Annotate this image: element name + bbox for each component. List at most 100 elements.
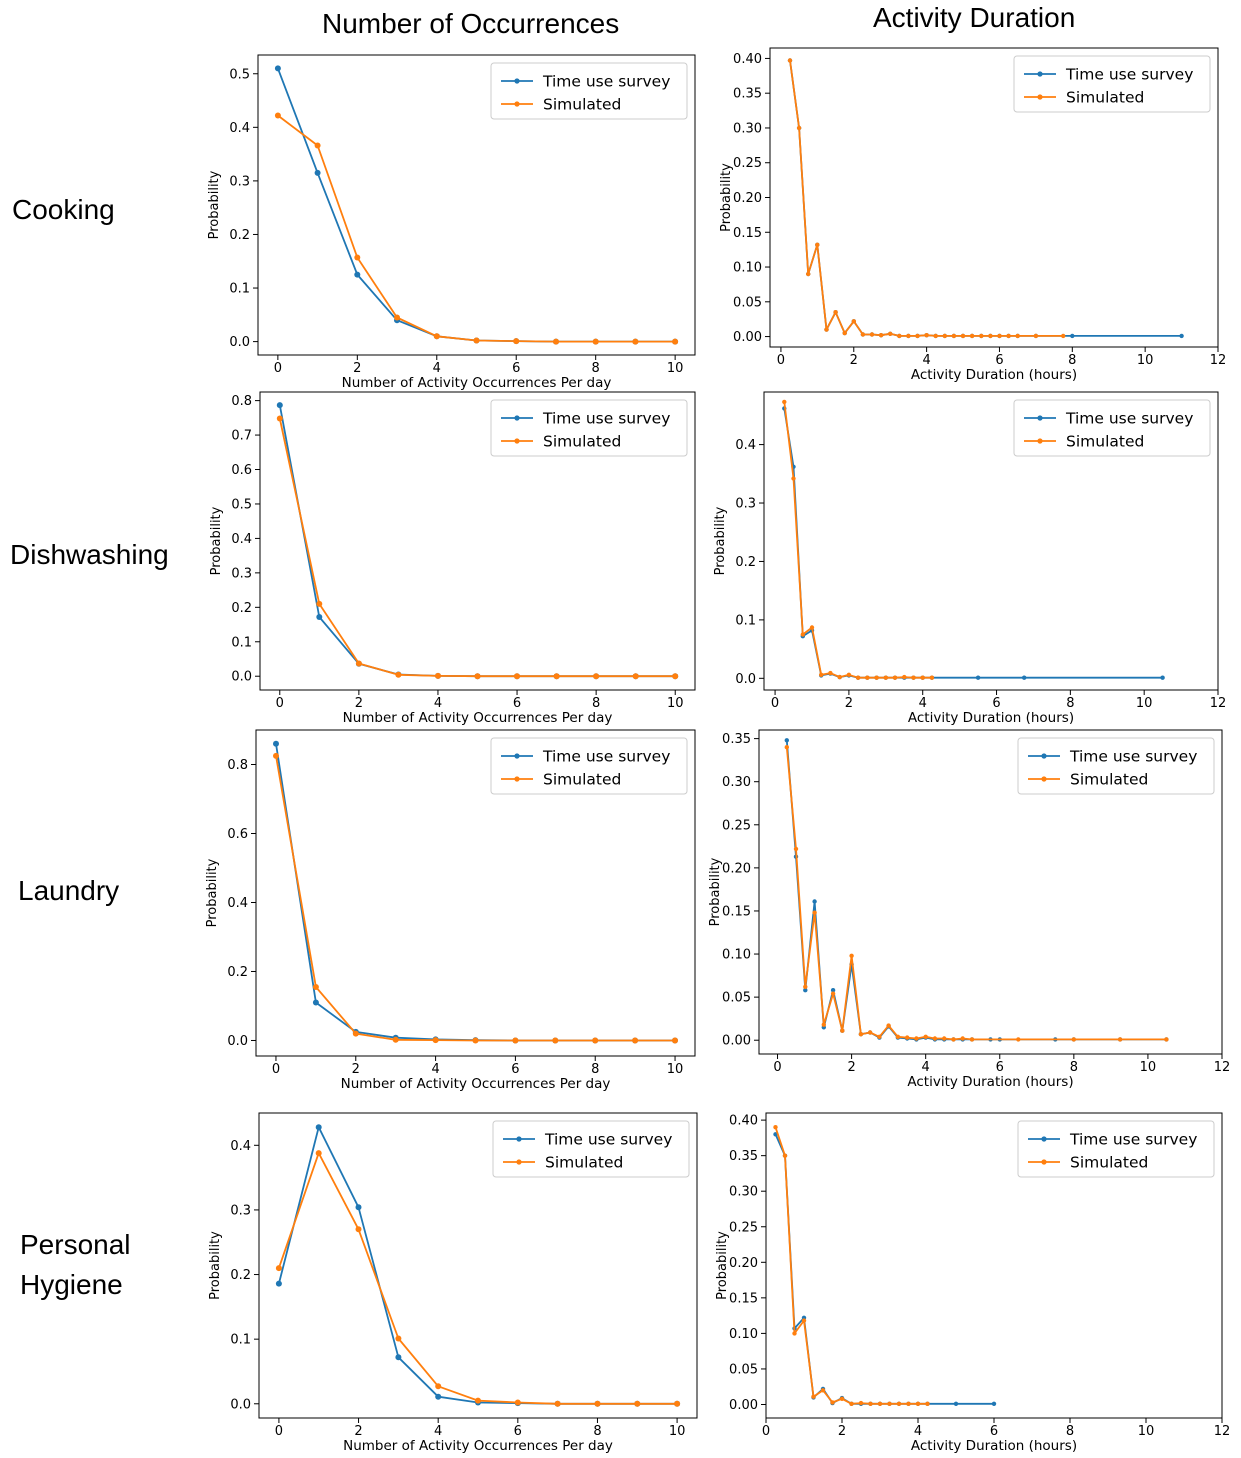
chart-panel-laundry-occurrences: 0 2 4 6 8 10 0.0 0.2 0.4 0.6 0.8 Number of Activity…: [205, 729, 696, 1092]
legend-label: Simulated: [545, 1154, 623, 1172]
x-tick-label: 4: [914, 1424, 922, 1439]
data-point: [514, 1399, 521, 1406]
data-point: [1006, 333, 1011, 339]
y-tick-label: 0.4: [229, 121, 250, 136]
chart-panel-cooking-occurrences: 0 2 4 6 8 10 0.0 0.1 0.2 0.3 0.4 0.5 Number of Activ…: [207, 54, 696, 391]
data-point: [933, 333, 938, 339]
data-point: [830, 988, 836, 993]
data-point: [435, 1393, 442, 1400]
legend-marker: [1041, 1159, 1047, 1165]
data-point: [791, 476, 796, 481]
data-point: [969, 333, 975, 339]
data-point: [787, 58, 793, 63]
y-tick-label: 0.10: [722, 948, 751, 963]
y-tick-label: 0.30: [729, 1185, 758, 1200]
y-tick-label: 0.3: [229, 174, 250, 189]
data-point: [915, 333, 920, 339]
x-tick-label: 2: [847, 1060, 855, 1075]
legend-label: Simulated: [543, 96, 621, 114]
data-point: [314, 142, 321, 149]
y-tick-label: 0.5: [229, 67, 250, 82]
data-point: [435, 672, 441, 679]
legend-marker: [514, 776, 520, 782]
data-point: [632, 673, 639, 680]
column-title-duration: Activity Duration: [873, 2, 1076, 33]
data-point: [472, 1037, 479, 1044]
data-point: [895, 1034, 901, 1040]
x-tick-label: 10: [1140, 1060, 1157, 1075]
data-point: [274, 65, 281, 72]
x-tick-label: 6: [513, 696, 521, 711]
data-point: [394, 314, 400, 321]
y-tick-label: 0.5: [231, 497, 252, 512]
data-point: [892, 675, 898, 680]
data-point: [354, 271, 361, 278]
data-point: [867, 1030, 873, 1035]
data-point: [674, 1400, 681, 1407]
legend-marker: [514, 753, 520, 759]
data-point: [593, 673, 600, 680]
data-point: [782, 1153, 788, 1158]
x-tick-label: 8: [1070, 1060, 1078, 1075]
data-point: [554, 1400, 561, 1407]
y-tick-label: 0.4: [227, 896, 248, 911]
y-tick-label: 0.2: [227, 965, 248, 980]
data-point: [803, 984, 808, 989]
series-line-simulated: [783, 401, 932, 679]
x-tick-label: 4: [434, 1424, 442, 1439]
data-point: [316, 600, 323, 607]
data-point: [888, 331, 893, 336]
legend-marker: [1041, 1136, 1047, 1142]
legend-box: [492, 1120, 690, 1178]
data-point: [960, 333, 966, 339]
data-point: [354, 254, 361, 261]
data-point: [784, 745, 789, 750]
legend-box: [1017, 737, 1215, 795]
legend-label: Time use survey: [542, 73, 670, 91]
x-tick-label: 0: [777, 353, 785, 368]
y-tick-label: 0.40: [729, 1114, 758, 1129]
data-point: [812, 910, 817, 915]
y-tick-label: 0.05: [729, 1362, 758, 1377]
data-point: [474, 673, 481, 680]
y-tick-label: 0.30: [733, 121, 762, 136]
data-point: [800, 632, 805, 637]
legend-label: Simulated: [1070, 771, 1148, 789]
data-point: [1071, 1037, 1077, 1042]
data-point: [819, 672, 824, 677]
legend-label: Simulated: [1066, 89, 1144, 107]
y-tick-label: 0.10: [733, 261, 762, 276]
x-tick-label: 0: [275, 1424, 283, 1439]
data-point: [830, 991, 836, 996]
x-tick-label: 6: [995, 353, 1003, 368]
data-point: [801, 1318, 807, 1323]
data-point: [820, 1388, 826, 1393]
x-tick-label: 0: [272, 1062, 280, 1077]
x-tick-label: 8: [591, 1062, 599, 1077]
y-tick-label: 0.6: [231, 463, 252, 478]
plot-frame: [758, 729, 1223, 1055]
x-axis-label: Number of Activity Occurrences Per day: [343, 710, 613, 726]
chart-panel-hygiene-duration: 0 2 4 6 8 10 12 0.00 0.05 0.10 0.15 0.20 0.25 0.30 0.3…: [715, 1112, 1230, 1454]
chart-panel-hygiene-occurrences: 0 2 4 6 8 10 0.0 0.1 0.2 0.3 0.4 Number of Activity…: [208, 1112, 698, 1454]
data-point: [960, 1036, 965, 1041]
data-point: [632, 338, 639, 345]
y-tick-label: 0.0: [229, 335, 250, 350]
data-point: [923, 1034, 928, 1040]
legend-marker: [514, 101, 520, 107]
x-axis-label: Number of Activity Occurrences Per day: [341, 1076, 611, 1092]
data-point: [355, 660, 362, 667]
plot-frame: [763, 391, 1219, 691]
legend-box: [490, 62, 688, 120]
data-point: [475, 1397, 481, 1404]
x-tick-label: 10: [667, 361, 684, 376]
plot-frame: [258, 1112, 698, 1419]
legend-marker: [514, 438, 520, 444]
data-point: [395, 1354, 402, 1361]
data-point: [883, 675, 888, 680]
x-tick-label: 2: [354, 1424, 362, 1439]
data-point: [997, 333, 1002, 339]
y-tick-label: 0.35: [722, 732, 751, 747]
y-axis-label: Probability: [708, 857, 723, 926]
